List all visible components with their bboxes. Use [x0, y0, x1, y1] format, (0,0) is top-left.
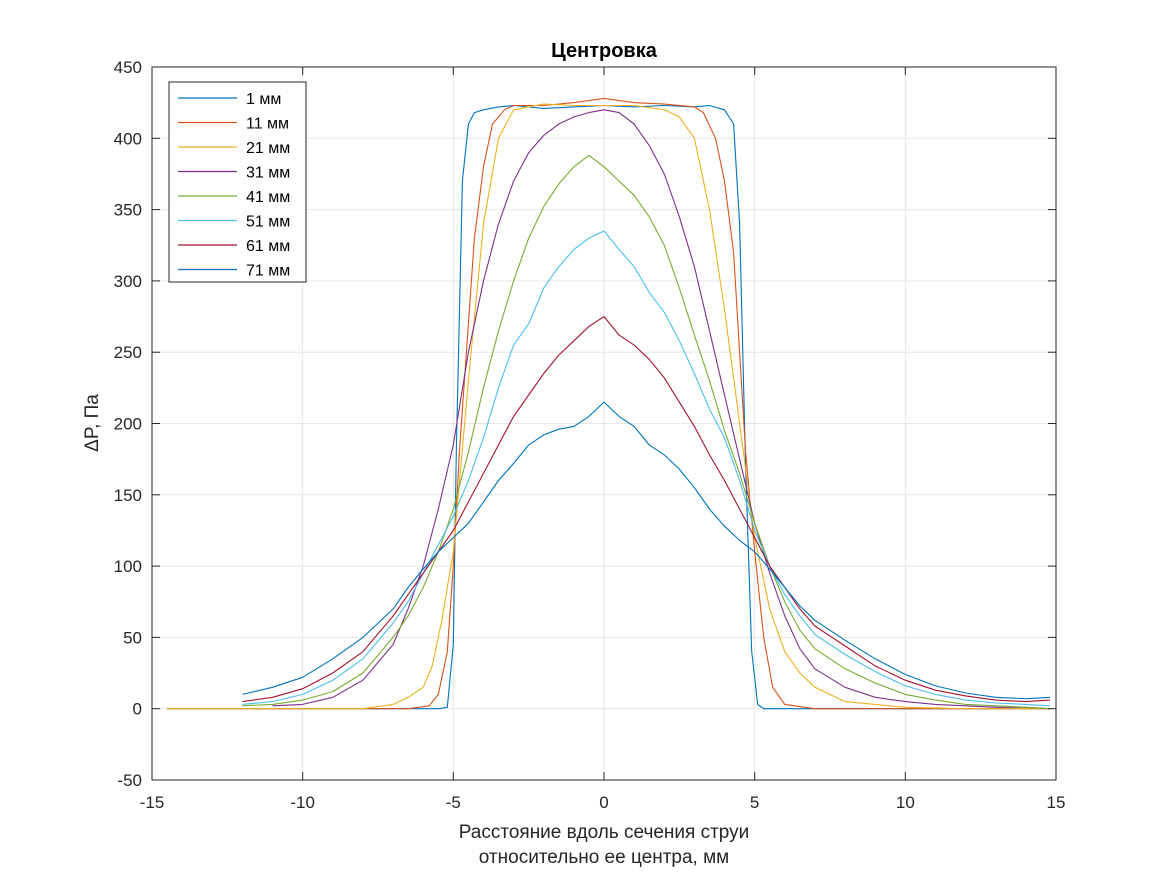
legend-label: 51 мм [246, 214, 290, 231]
legend-label: 71 мм [246, 263, 290, 280]
chart-title: Центровка [551, 40, 658, 62]
legend: 1 мм 11 мм 21 мм 31 мм 41 мм 51 мм 61 мм 71 мм [168, 81, 307, 283]
series-line-2 [167, 97, 1050, 710]
y-tick-label: 300 [114, 272, 142, 291]
axis-ticks: -15 -10 -5 0 5 10 15-5005010015020025030035040… [114, 58, 1066, 812]
x-tick-label: -5 [446, 793, 461, 812]
legend-label: 61 мм [246, 238, 290, 255]
x-tick-label: -15 [140, 793, 165, 812]
series-layer [167, 97, 1051, 710]
x-axis-label-line-1: Расстояние вдоль сечения струи [459, 822, 750, 843]
y-tick-label: -50 [117, 771, 142, 790]
y-tick-label: 200 [114, 415, 142, 434]
series-line-4 [272, 109, 1051, 710]
y-tick-label: 100 [114, 557, 142, 576]
x-axis-label-line-2: относительно ее центра, мм [479, 847, 729, 868]
x-tick-label: -10 [290, 793, 315, 812]
y-tick-label: 0 [133, 700, 142, 719]
y-tick-label: 400 [114, 129, 142, 148]
x-tick-label: 5 [750, 793, 759, 812]
y-tick-label: 450 [114, 58, 142, 77]
y-axis-label: ΔP, Па [82, 394, 103, 452]
y-tick-label: 350 [114, 201, 142, 220]
x-tick-label: 10 [896, 793, 915, 812]
series-line-6 [242, 230, 1051, 707]
legend-label: 1 мм [246, 91, 281, 108]
x-tick-label: 15 [1047, 793, 1066, 812]
legend-label: 31 мм [246, 165, 290, 182]
series-line-8 [242, 401, 1051, 700]
legend-label: 41 мм [246, 189, 290, 206]
series-line-5 [242, 154, 1051, 710]
y-tick-label: 50 [123, 628, 142, 647]
legend-box [168, 81, 307, 283]
x-tick-label: 0 [599, 793, 608, 812]
y-tick-label: 150 [114, 486, 142, 505]
legend-label: 11 мм [246, 116, 289, 133]
legend-label: 21 мм [246, 140, 290, 157]
y-tick-label: 250 [114, 343, 142, 362]
series-line-1 [167, 104, 1050, 710]
series-line-3 [167, 103, 1050, 710]
series-line-7 [242, 316, 1051, 703]
